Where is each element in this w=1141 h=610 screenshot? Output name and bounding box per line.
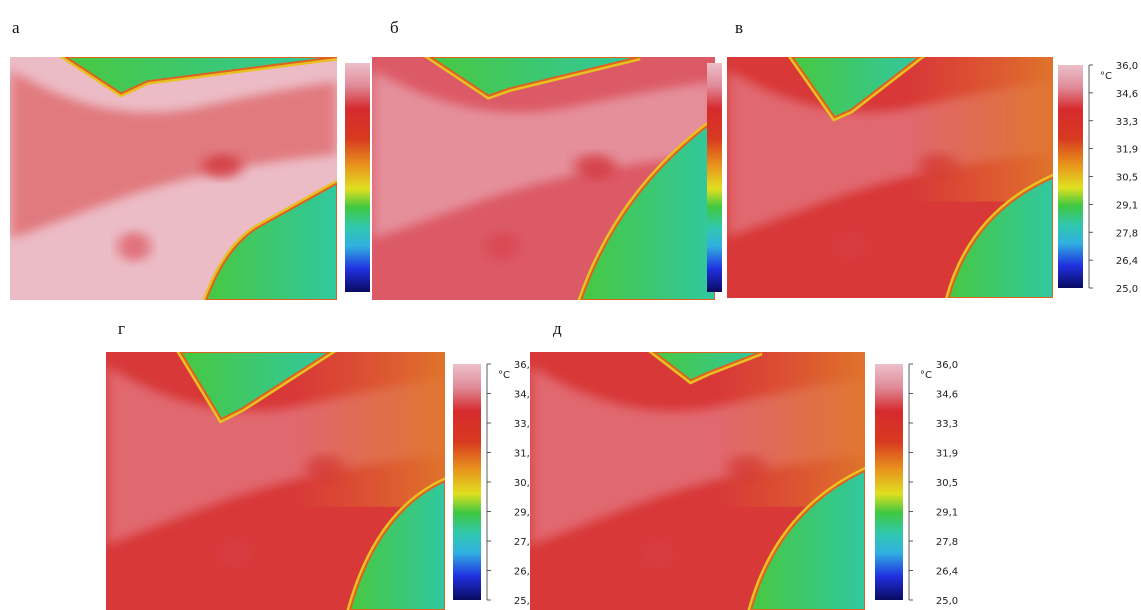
colorbar-tick-label: 25,0 [1116,284,1138,295]
panel-label: д [553,319,562,338]
colorbar-tick-label: 33,3 [1116,117,1138,128]
thermal-image [106,352,445,610]
colorbar [875,364,903,600]
hot-spot [118,232,151,261]
colorbar-tick-label: 27,8 [936,537,958,548]
colorbar-unit: °C [920,370,932,381]
colorbar-tick-label: 34,6 [1116,89,1138,100]
thermal-image [372,57,715,300]
panel: д 36,0 34,6 33,3 31,9 30,5 29,1 27,8 26,4 25,0 °C [530,319,958,610]
thermal-image [727,57,1053,298]
colorbar-unit: °C [498,370,510,381]
hot-spot [485,232,519,261]
colorbar-tick-label: 34,6 [936,390,958,401]
panel: в 36,0 34,6 33,3 31,9 30,5 29,1 27,8 26,4 25,0 °C [727,18,1138,298]
panel-label: г [118,319,125,338]
colorbar-tick-label: 29,1 [936,508,958,519]
colorbar [453,364,481,600]
colorbar-tick-label: 31,9 [936,449,958,460]
colorbar-tick-label: 30,5 [936,478,958,489]
colorbar-tick-label: 31,9 [1116,145,1138,156]
colorbar-tick-label: 26,4 [1116,256,1138,267]
colorbar-tick-label: 30,5 [1116,173,1138,184]
colorbar-tick-label: 25,0 [936,596,958,607]
colorbar-tick-label: 36,0 [1116,61,1138,72]
figure-canvas: а б в 36,0 34,6 33,3 31,9 30,5 29,1 27,8 26,4 25,0 °… [0,0,1141,610]
thermal-image [530,352,865,610]
colorbar-tick-label: 29,1 [1116,200,1138,211]
hot-spot [835,231,868,260]
panel: а [10,18,370,300]
panel-label: в [735,18,743,37]
colorbar [345,63,370,292]
colorbar-unit: °C [1100,71,1112,82]
colorbar-tick-label: 27,8 [1116,228,1138,239]
hot-spot [218,538,252,569]
thermal-image [10,57,337,300]
colorbar-tick-label: 26,4 [936,567,958,578]
hot-spot [641,538,675,569]
colorbar [707,63,722,292]
figure: а б в 36,0 34,6 33,3 31,9 30,5 29,1 27,8 26,4 25,0 °… [0,0,1141,610]
hot-spot [574,154,615,178]
panel: б [372,18,722,300]
panel: г36,034,633,331,930,529,127,826,425,0°C [106,319,536,610]
hot-spot [203,154,242,178]
colorbar-tick-label: 33,3 [936,419,958,430]
colorbar-tick-label: 36,0 [936,360,958,371]
colorbar [1058,65,1083,288]
panel-label: б [390,18,399,37]
panel-label: а [12,18,20,37]
